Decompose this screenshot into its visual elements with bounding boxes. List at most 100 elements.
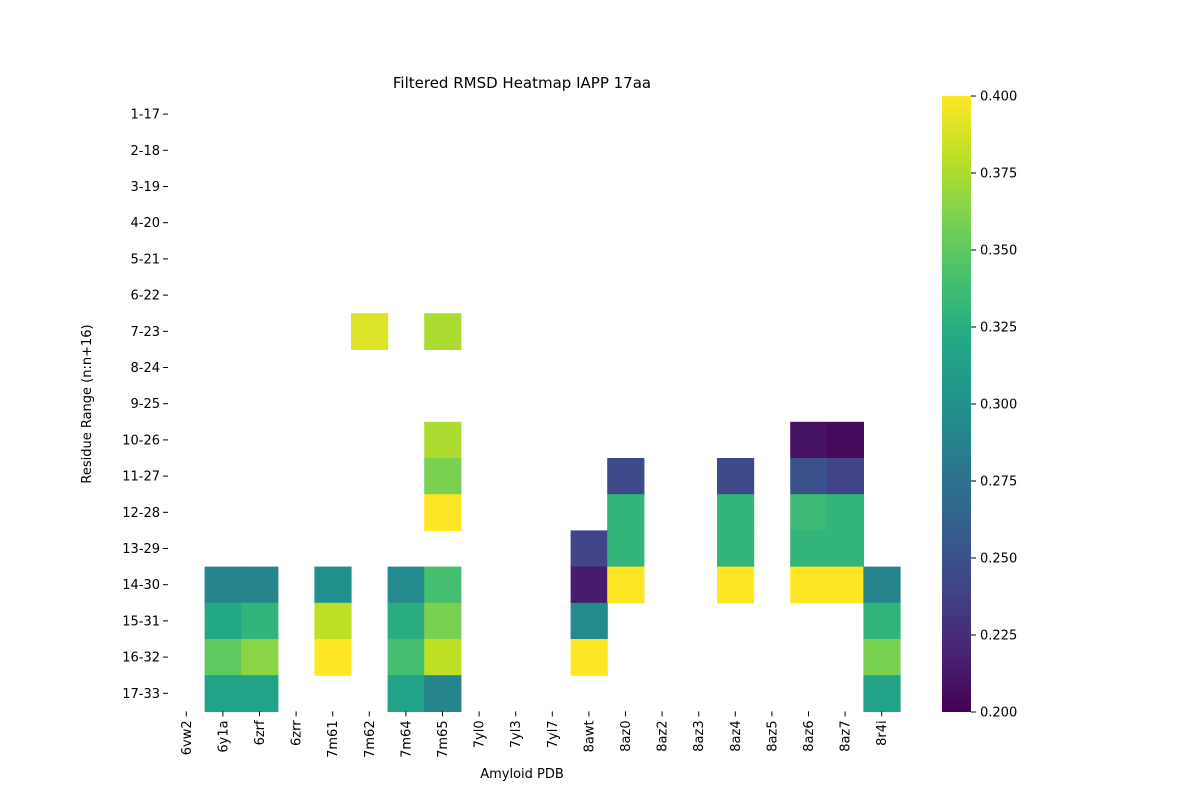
x-tick-label: 8awt	[582, 720, 597, 752]
colorbar-tick-label: 0.350	[980, 244, 1017, 259]
x-tick-label: 8az7	[839, 720, 854, 751]
y-tick-label: 2-18	[130, 144, 160, 159]
y-tick-label: 7-23	[130, 325, 160, 340]
colorbar-tick-label: 0.200	[980, 706, 1017, 721]
heatmap-cell	[204, 602, 242, 640]
x-tick-label: 7yl0	[473, 720, 488, 748]
heatmap-cell	[424, 458, 462, 495]
heatmap-cell	[607, 566, 645, 604]
colorbar-tick-label: 0.300	[980, 398, 1017, 413]
heatmap-cell	[826, 458, 864, 495]
heatmap-cell	[863, 639, 901, 676]
heatmap-cell	[607, 458, 645, 495]
x-tick-label: 8r4i	[875, 720, 890, 746]
chart-title: Filtered RMSD Heatmap IAPP 17aa	[393, 74, 651, 92]
colorbar-tick-label: 0.225	[980, 629, 1017, 644]
x-tick-label: 7m65	[436, 720, 451, 757]
x-tick-label: 6vw2	[180, 720, 195, 755]
heatmap-cell	[387, 566, 425, 604]
colorbar	[942, 96, 971, 712]
y-axis-label: Residue Range (n:n+16)	[80, 324, 95, 483]
heatmap-cell	[607, 530, 645, 568]
heatmap-cell	[424, 602, 462, 640]
heatmap-cell	[204, 675, 242, 712]
y-axis-ticks: 1-17 2-18 3-19 4-20 5-21 6-22 7-23 8-24 9-25 10-2…	[122, 108, 168, 702]
heatmap-cell	[570, 566, 608, 604]
y-tick-label: 4-20	[130, 216, 160, 231]
heatmap-cell	[826, 494, 864, 531]
heatmap-cell	[424, 421, 462, 459]
y-tick-label: 12-28	[122, 506, 160, 521]
x-tick-label: 7m62	[363, 720, 378, 757]
x-tick-label: 8az0	[619, 720, 634, 751]
heatmap-cell	[241, 602, 279, 640]
x-tick-label: 6zrf	[253, 720, 268, 745]
heatmap-cell	[717, 458, 755, 495]
x-tick-label: 8az3	[692, 720, 707, 751]
heatmap-cell	[424, 675, 462, 712]
colorbar-tick-label: 0.400	[980, 90, 1017, 105]
x-axis-ticks: 6vw2 6y1a 6zrf 6zrr 7m61 7m62 7m64 7m65 7yl0 7yl3…	[180, 711, 890, 758]
x-tick-label: 7yl3	[509, 720, 524, 748]
y-tick-label: 1-17	[130, 108, 160, 123]
y-tick-label: 3-19	[130, 180, 160, 195]
x-tick-label: 7m61	[326, 720, 341, 757]
heatmap-cell	[717, 530, 755, 568]
heatmap-cell	[204, 639, 242, 676]
x-tick-label: 7m64	[399, 720, 414, 757]
y-tick-label: 15-31	[122, 614, 160, 629]
heatmap-cell	[570, 602, 608, 640]
heatmap-cell	[424, 639, 462, 676]
heatmap-cell	[314, 639, 352, 676]
heatmap-cell	[717, 566, 755, 604]
heatmap-cell	[351, 313, 389, 350]
heatmap-cell	[790, 458, 828, 495]
heatmap-cell	[790, 494, 828, 531]
heatmap-cell	[863, 602, 901, 640]
heatmap-cell	[314, 602, 352, 640]
colorbar-ticks: 0.200 0.225 0.250 0.275 0.300 0.325 0.350 0.375…	[971, 90, 1017, 721]
x-tick-label: 6y1a	[216, 720, 231, 752]
heatmap-cell	[241, 675, 279, 712]
heatmap-cell	[387, 602, 425, 640]
heatmap-cell	[826, 530, 864, 568]
heatmap-cell	[570, 530, 608, 568]
y-tick-label: 9-25	[130, 397, 160, 412]
y-tick-label: 5-21	[130, 252, 160, 267]
colorbar-tick-label: 0.250	[980, 552, 1017, 567]
x-tick-label: 7yl7	[546, 720, 561, 748]
y-tick-label: 8-24	[130, 361, 160, 376]
heatmap-cell	[424, 313, 462, 350]
heatmap-cell	[241, 639, 279, 676]
y-tick-label: 14-30	[122, 578, 160, 593]
heatmap-cell	[387, 639, 425, 676]
heatmap-cell	[387, 675, 425, 712]
y-tick-label: 17-33	[122, 687, 160, 702]
heatmap-cells	[204, 313, 901, 712]
x-tick-label: 8az5	[765, 720, 780, 751]
heatmap-cell	[204, 566, 242, 604]
heatmap-cell	[863, 566, 901, 604]
x-axis-label: Amyloid PDB	[480, 767, 564, 782]
heatmap-cell	[314, 566, 352, 604]
heatmap-cell	[241, 566, 279, 604]
x-tick-label: 8az2	[656, 720, 671, 751]
heatmap-cell	[826, 566, 864, 604]
heatmap-cell	[790, 530, 828, 568]
colorbar-tick-label: 0.275	[980, 475, 1017, 490]
heatmap-cell	[790, 421, 828, 459]
heatmap-cell	[424, 566, 462, 604]
heatmap-cell	[826, 421, 864, 459]
heatmap-cell	[863, 675, 901, 712]
heatmap-cell	[717, 494, 755, 531]
heatmap-cell	[607, 494, 645, 531]
y-tick-label: 11-27	[122, 470, 160, 485]
x-tick-label: 6zrr	[290, 720, 305, 746]
y-tick-label: 13-29	[122, 542, 160, 557]
x-tick-label: 8az6	[802, 720, 817, 751]
y-tick-label: 6-22	[130, 289, 160, 304]
heatmap-cell	[570, 639, 608, 676]
colorbar-tick-label: 0.375	[980, 167, 1017, 182]
